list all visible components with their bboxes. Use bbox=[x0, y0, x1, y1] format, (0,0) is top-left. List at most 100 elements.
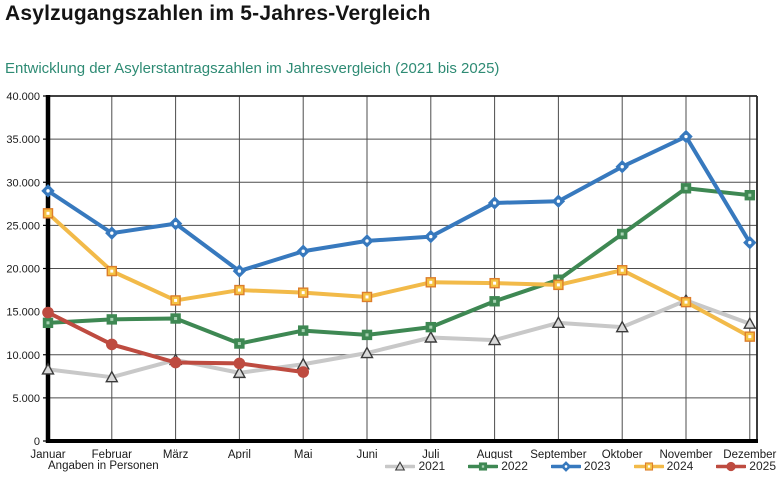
x-axis-label: September bbox=[530, 449, 586, 459]
y-axis-label: 20.000 bbox=[6, 264, 40, 276]
legend-circle-icon bbox=[716, 461, 747, 471]
marker-center-dot bbox=[174, 317, 178, 321]
marker-center-dot bbox=[365, 295, 369, 299]
x-axis-label: Juli bbox=[422, 449, 439, 459]
page-title: Asylzugangszahlen im 5-Jahres-Vergleich bbox=[5, 2, 431, 25]
legend-item-2022: 2022 bbox=[468, 459, 528, 473]
series-2022-line bbox=[46, 186, 752, 346]
series-2025-marker bbox=[233, 357, 246, 370]
series-2021-marker bbox=[105, 370, 119, 383]
x-axis-label: Februar bbox=[92, 449, 132, 459]
legend-label: 2024 bbox=[666, 459, 694, 473]
marker-center-dot bbox=[620, 232, 624, 236]
marker-center-dot bbox=[237, 288, 241, 292]
marker-center-dot bbox=[46, 189, 50, 193]
series-2021-marker bbox=[360, 346, 374, 359]
x-axis-label: März bbox=[163, 449, 189, 459]
series-2021-marker bbox=[395, 460, 406, 471]
series-2021-marker bbox=[743, 316, 757, 329]
x-axis-label: Oktober bbox=[602, 449, 643, 459]
legend-square-icon bbox=[468, 461, 499, 471]
chart-unit-note: Angaben in Personen bbox=[48, 460, 159, 472]
marker-center-dot bbox=[46, 211, 50, 215]
marker-center-dot bbox=[647, 464, 650, 468]
x-axis-label: November bbox=[659, 449, 712, 459]
marker-center-dot bbox=[237, 342, 241, 346]
chart-legend: 2021 2022 2023 2024 2025 bbox=[385, 459, 776, 473]
legend-item-2025: 2025 bbox=[716, 459, 776, 473]
marker-center-dot bbox=[684, 134, 688, 139]
marker-center-dot bbox=[556, 199, 561, 203]
marker-center-dot bbox=[684, 186, 688, 190]
marker-center-dot bbox=[748, 240, 752, 245]
line-chart-svg: 0 5.000 10.000 15.000 20.000 25.000 30.000 35.0… bbox=[6, 91, 776, 459]
chart-subtitle: Entwicklung der Asylerstantragszahlen im… bbox=[5, 60, 500, 77]
marker-center-dot bbox=[492, 201, 497, 205]
series-2021-line bbox=[46, 298, 752, 380]
marker-center-dot bbox=[493, 299, 497, 303]
legend-label: 2023 bbox=[583, 459, 611, 473]
series-2021-marker bbox=[487, 333, 502, 346]
marker-center-dot bbox=[429, 234, 433, 239]
series-2024-line bbox=[46, 211, 752, 339]
marker-center-dot bbox=[365, 333, 369, 337]
y-axis-label: 25.000 bbox=[6, 220, 40, 232]
marker-center-dot bbox=[564, 464, 568, 468]
x-axis-label: August bbox=[477, 449, 514, 459]
marker-center-dot bbox=[684, 300, 688, 304]
marker-center-dot bbox=[301, 249, 305, 253]
legend-item-2021: 2021 bbox=[385, 459, 445, 473]
y-axis-label: 30.000 bbox=[6, 177, 40, 189]
series-2021-marker bbox=[551, 315, 566, 329]
marker-center-dot bbox=[110, 269, 114, 273]
legend-label: 2022 bbox=[501, 459, 528, 473]
marker-center-dot bbox=[174, 298, 178, 302]
marker-center-dot bbox=[482, 464, 485, 468]
legend-item-2023: 2023 bbox=[550, 459, 611, 473]
legend-item-2024: 2024 bbox=[633, 459, 694, 473]
marker-center-dot bbox=[556, 283, 560, 287]
legend-square-icon bbox=[633, 461, 664, 471]
marker-center-dot bbox=[748, 335, 752, 339]
series-2025-marker bbox=[726, 461, 736, 471]
marker-center-dot bbox=[493, 281, 497, 285]
marker-center-dot bbox=[110, 317, 114, 321]
marker-center-dot bbox=[301, 291, 305, 295]
series-2025-marker bbox=[169, 356, 182, 369]
y-axis-label: 40.000 bbox=[6, 91, 40, 103]
marker-center-dot bbox=[748, 193, 752, 197]
legend-diamond-icon bbox=[550, 460, 581, 472]
series-2021-marker bbox=[615, 320, 629, 333]
series-2025-marker bbox=[106, 338, 118, 351]
marker-center-dot bbox=[620, 165, 624, 169]
y-axis-label: 10.000 bbox=[6, 350, 40, 362]
marker-center-dot bbox=[429, 325, 433, 329]
series-2021-marker bbox=[424, 330, 438, 343]
y-axis-label: 5.000 bbox=[12, 393, 40, 405]
legend-label: 2021 bbox=[418, 459, 446, 473]
x-axis-label: Januar bbox=[30, 449, 65, 459]
marker-center-dot bbox=[429, 280, 433, 284]
chart-footer: Angaben in Personen 2021 2022 2023 2024 2025 bbox=[0, 459, 776, 473]
x-axis-label: Mai bbox=[294, 449, 313, 459]
y-axis-label: 15.000 bbox=[6, 307, 40, 319]
series-2025-marker bbox=[42, 306, 54, 319]
marker-center-dot bbox=[237, 269, 242, 273]
legend-triangle-icon bbox=[385, 460, 416, 471]
x-axis-label: Dezember bbox=[723, 449, 776, 459]
series-2021-marker bbox=[232, 365, 247, 379]
y-axis-label: 35.000 bbox=[6, 134, 40, 146]
series-2025-marker bbox=[297, 366, 310, 378]
series-2023-line bbox=[46, 134, 752, 274]
y-axis-label: 0 bbox=[34, 436, 40, 448]
marker-center-dot bbox=[46, 321, 50, 325]
marker-center-dot bbox=[365, 239, 369, 243]
series-2021-marker bbox=[41, 362, 55, 375]
marker-center-dot bbox=[620, 268, 624, 272]
marker-center-dot bbox=[110, 231, 114, 235]
marker-center-dot bbox=[301, 329, 305, 333]
marker-center-dot bbox=[173, 221, 178, 226]
x-axis-label: Juni bbox=[356, 449, 377, 459]
legend-label: 2025 bbox=[749, 459, 776, 473]
x-axis-label: April bbox=[228, 449, 251, 459]
